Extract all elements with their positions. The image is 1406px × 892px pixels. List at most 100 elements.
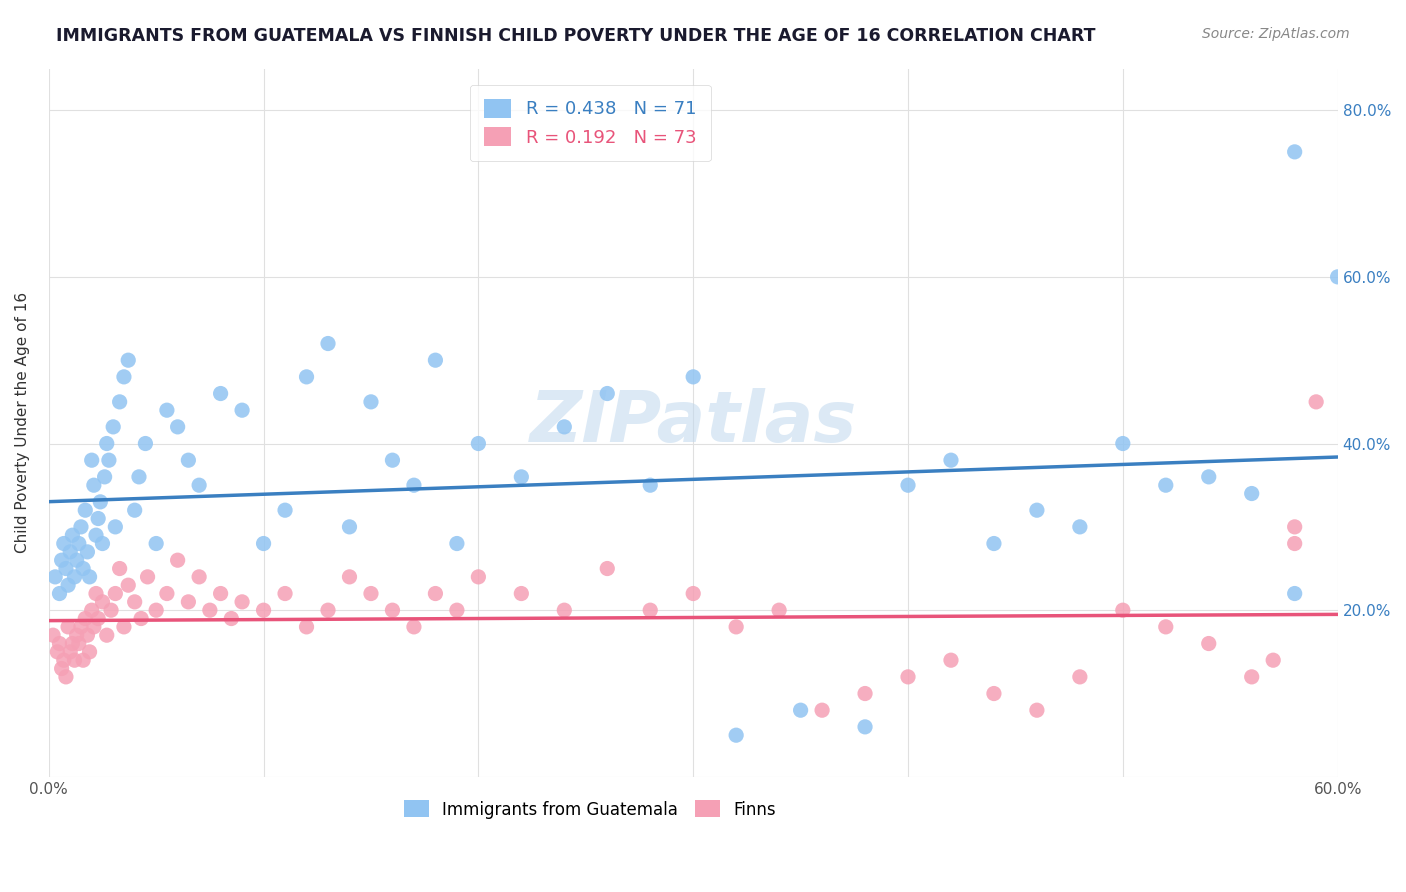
Point	[1240, 670, 1263, 684]
Point	[124, 595, 146, 609]
Point	[1025, 703, 1047, 717]
Point	[467, 436, 489, 450]
Point	[897, 478, 920, 492]
Point	[1198, 470, 1220, 484]
Point	[1284, 145, 1306, 159]
Point	[1069, 520, 1091, 534]
Point	[381, 603, 404, 617]
Point	[231, 595, 253, 609]
Point	[84, 528, 107, 542]
Point	[682, 369, 704, 384]
Point	[188, 478, 211, 492]
Point	[1069, 670, 1091, 684]
Point	[1284, 586, 1306, 600]
Point	[52, 536, 75, 550]
Point	[252, 603, 274, 617]
Point	[56, 578, 79, 592]
Point	[381, 453, 404, 467]
Point	[198, 603, 221, 617]
Point	[983, 687, 1005, 701]
Point	[983, 536, 1005, 550]
Point	[96, 436, 118, 450]
Point	[48, 636, 70, 650]
Point	[96, 628, 118, 642]
Point	[425, 353, 447, 368]
Point	[339, 520, 361, 534]
Point	[145, 603, 167, 617]
Point	[1284, 536, 1306, 550]
Point	[166, 553, 188, 567]
Point	[76, 628, 98, 642]
Point	[63, 570, 86, 584]
Point	[83, 478, 105, 492]
Point	[725, 728, 748, 742]
Text: ZIPatlas: ZIPatlas	[530, 388, 856, 458]
Point	[97, 453, 120, 467]
Point	[553, 603, 575, 617]
Point	[209, 586, 232, 600]
Point	[112, 369, 135, 384]
Point	[46, 645, 69, 659]
Point	[75, 503, 97, 517]
Point	[124, 503, 146, 517]
Point	[63, 653, 86, 667]
Point	[274, 503, 297, 517]
Point	[1154, 620, 1177, 634]
Point	[145, 536, 167, 550]
Point	[510, 586, 533, 600]
Point	[87, 611, 110, 625]
Point	[156, 586, 179, 600]
Point	[67, 636, 90, 650]
Point	[939, 453, 962, 467]
Point	[79, 645, 101, 659]
Point	[117, 353, 139, 368]
Point	[66, 628, 89, 642]
Point	[425, 586, 447, 600]
Point	[55, 561, 77, 575]
Point	[1198, 636, 1220, 650]
Point	[128, 470, 150, 484]
Point	[75, 611, 97, 625]
Point	[52, 653, 75, 667]
Point	[76, 545, 98, 559]
Point	[252, 536, 274, 550]
Point	[682, 586, 704, 600]
Point	[66, 553, 89, 567]
Point	[295, 620, 318, 634]
Point	[56, 620, 79, 634]
Point	[467, 570, 489, 584]
Point	[221, 611, 243, 625]
Point	[51, 553, 73, 567]
Point	[789, 703, 811, 717]
Point	[853, 687, 876, 701]
Point	[87, 511, 110, 525]
Point	[596, 386, 619, 401]
Point	[177, 453, 200, 467]
Point	[553, 420, 575, 434]
Point	[84, 586, 107, 600]
Point	[1284, 520, 1306, 534]
Point	[60, 636, 83, 650]
Point	[72, 561, 94, 575]
Point	[70, 520, 93, 534]
Point	[129, 611, 152, 625]
Point	[1263, 653, 1285, 667]
Point	[339, 570, 361, 584]
Point	[51, 661, 73, 675]
Point	[1112, 436, 1135, 450]
Point	[1154, 478, 1177, 492]
Point	[104, 586, 127, 600]
Point	[209, 386, 232, 401]
Point	[108, 395, 131, 409]
Point	[1112, 603, 1135, 617]
Point	[1240, 486, 1263, 500]
Point	[316, 336, 339, 351]
Text: Source: ZipAtlas.com: Source: ZipAtlas.com	[1202, 27, 1350, 41]
Point	[177, 595, 200, 609]
Point	[166, 420, 188, 434]
Point	[596, 561, 619, 575]
Point	[510, 470, 533, 484]
Legend: Immigrants from Guatemala, Finns: Immigrants from Guatemala, Finns	[398, 794, 783, 825]
Point	[108, 561, 131, 575]
Point	[811, 703, 834, 717]
